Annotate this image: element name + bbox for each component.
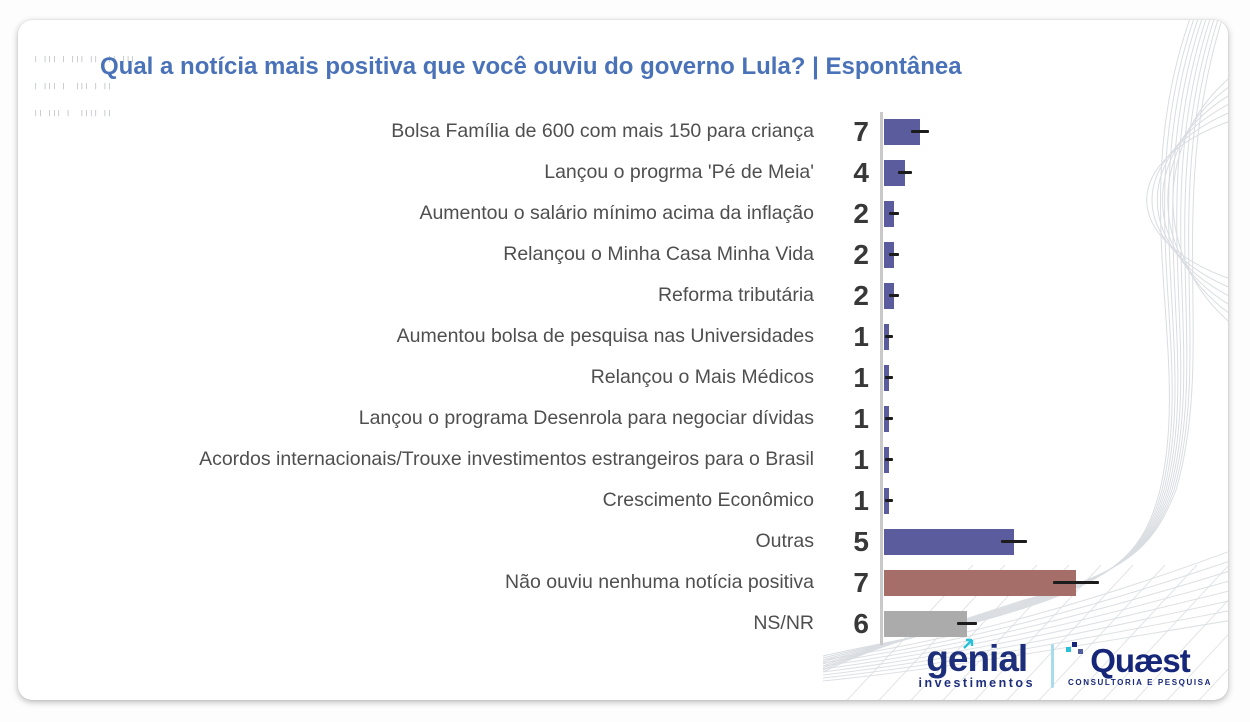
- bar-value: 5: [853, 525, 869, 557]
- bar-label: Crescimento Econômico: [602, 489, 814, 511]
- footer-logos: genial investimentos Quæst CONSULTORIA E…: [918, 638, 1212, 690]
- genial-subtitle: investimentos: [918, 676, 1036, 690]
- chart-row: Relançou o Minha Casa Minha Vida 2: [18, 234, 1228, 275]
- bar-zone: [884, 364, 1224, 391]
- bar-value: 1: [853, 361, 869, 393]
- morse-line: | ||| | ||| || || |||: [34, 56, 136, 63]
- bar-zone: [884, 200, 1224, 227]
- bar-zone: [884, 610, 1224, 637]
- bar-value: 6: [853, 607, 869, 639]
- quaest-pixel-icon: [1078, 649, 1084, 654]
- bar-label: Aumentou o salário mínimo acima da infla…: [419, 202, 814, 224]
- chart-row: Não ouviu nenhuma notícia positiva 7: [18, 562, 1228, 603]
- error-bar: [1001, 539, 1027, 543]
- morse-line: | ||| | ||| | ||: [34, 83, 113, 90]
- chart-row: NS/NR 6: [18, 603, 1228, 644]
- bar-label: Não ouviu nenhuma notícia positiva: [505, 571, 814, 593]
- bar-zone: [884, 487, 1224, 514]
- bar-zone: [884, 446, 1224, 473]
- bar-value: 2: [853, 279, 869, 311]
- bar-label: Lançou o progrma 'Pé de Meia': [544, 161, 814, 183]
- chart-row: Crescimento Econômico 1: [18, 480, 1228, 521]
- bar-chart: Bolsa Família de 600 com mais 150 para c…: [18, 111, 1228, 644]
- bar: [884, 610, 968, 637]
- bar-value: 1: [853, 320, 869, 352]
- bar: [884, 528, 1014, 555]
- logo-divider: [1051, 644, 1055, 688]
- bar-zone: [884, 282, 1224, 309]
- error-bar: [885, 375, 894, 379]
- bar-label: Acordos internacionais/Trouxe investimen…: [199, 448, 814, 470]
- bar-zone: [884, 528, 1224, 555]
- bar-value: 7: [853, 115, 869, 147]
- bar-value: 2: [853, 197, 869, 229]
- chart-row: Acordos internacionais/Trouxe investimen…: [18, 439, 1228, 480]
- slide-card: | ||| | ||| || || ||| | ||| | ||| | || |…: [18, 20, 1228, 700]
- bar-zone: [884, 405, 1224, 432]
- bar-label: Outras: [755, 530, 814, 552]
- bar-value: 1: [853, 402, 869, 434]
- genial-arrow-icon: [963, 638, 974, 649]
- bar-label: Lançou o programa Desenrola para negocia…: [358, 407, 814, 429]
- error-bar: [885, 416, 894, 420]
- bar-value: 1: [853, 484, 869, 516]
- quaest-logo: Quæst CONSULTORIA E PESQUISA: [1066, 642, 1212, 687]
- bar-label: Relançou o Mais Médicos: [590, 366, 814, 388]
- morse-line: || ||| | |||| ||: [34, 110, 113, 117]
- bar-value: 2: [853, 238, 869, 270]
- error-bar: [889, 293, 900, 297]
- bar-label: Aumentou bolsa de pesquisa nas Universid…: [396, 325, 814, 347]
- error-bar: [889, 211, 900, 215]
- bar-zone: [884, 159, 1224, 186]
- error-bar: [889, 252, 900, 256]
- bar-zone: [884, 241, 1224, 268]
- error-bar: [885, 334, 894, 338]
- quaest-name: Quæst: [1090, 642, 1191, 679]
- chart-row: Outras 5: [18, 521, 1228, 562]
- error-bar: [885, 457, 894, 461]
- bar-label: Relançou o Minha Casa Minha Vida: [503, 243, 814, 265]
- quaest-subtitle: CONSULTORIA E PESQUISA: [1068, 678, 1212, 687]
- error-bar: [957, 621, 978, 625]
- genial-logo: genial investimentos: [918, 638, 1051, 690]
- chart-row: Aumentou o salário mínimo acima da infla…: [18, 193, 1228, 234]
- bar: [884, 569, 1077, 596]
- bar-zone: [884, 118, 1224, 145]
- bar-label: NS/NR: [753, 612, 814, 634]
- error-bar: [885, 498, 894, 502]
- chart-row: Relançou o Mais Médicos 1: [18, 357, 1228, 398]
- chart-row: Lançou o programa Desenrola para negocia…: [18, 398, 1228, 439]
- chart-title: Qual a notícia mais positiva que você ou…: [100, 53, 962, 80]
- bar-value: 7: [853, 566, 869, 598]
- quaest-pixel-icon: [1072, 642, 1078, 647]
- genial-name: genial: [926, 638, 1028, 679]
- bar-value: 1: [853, 443, 869, 475]
- chart-row: Aumentou bolsa de pesquisa nas Universid…: [18, 316, 1228, 357]
- bar-zone: [884, 569, 1224, 596]
- error-bar: [897, 170, 912, 174]
- quaest-pixel-icon: [1066, 647, 1072, 652]
- bar-label: Bolsa Família de 600 com mais 150 para c…: [391, 120, 814, 142]
- bar-label: Reforma tributária: [657, 284, 814, 306]
- quaest-morse-logo: | ||| | ||| || || ||| | ||| | ||| | || |…: [34, 37, 135, 136]
- bar-zone: [884, 323, 1224, 350]
- chart-row: Bolsa Família de 600 com mais 150 para c…: [18, 111, 1228, 152]
- error-bar: [911, 129, 930, 133]
- bar-value: 4: [853, 156, 869, 188]
- chart-row: Lançou o progrma 'Pé de Meia' 4: [18, 152, 1228, 193]
- error-bar: [1053, 580, 1100, 584]
- chart-row: Reforma tributária 2: [18, 275, 1228, 316]
